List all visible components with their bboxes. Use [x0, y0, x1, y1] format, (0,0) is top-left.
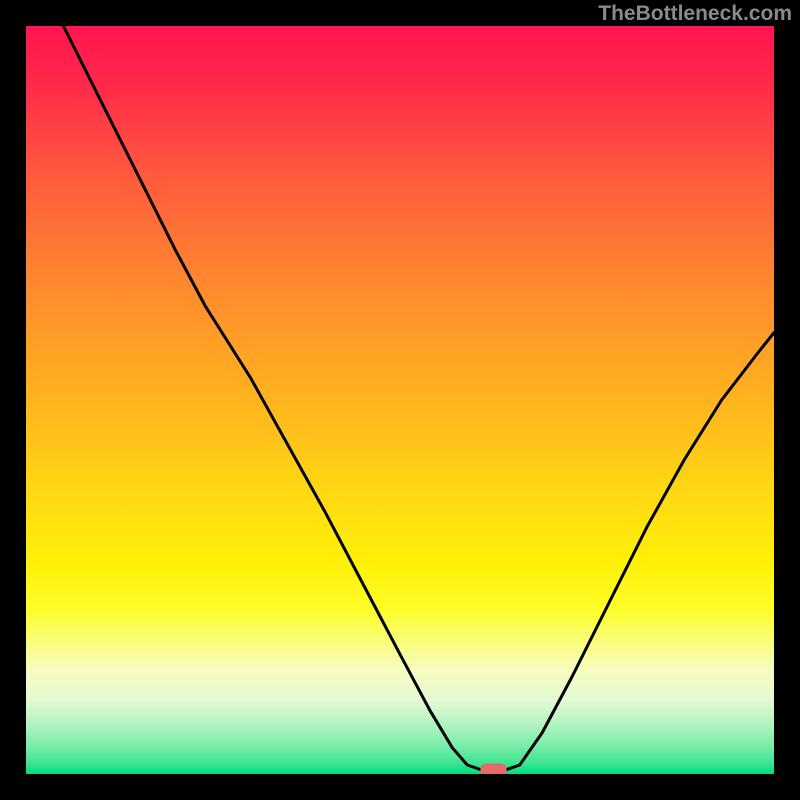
gradient-background: [26, 26, 774, 774]
watermark-text: TheBottleneck.com: [598, 2, 792, 26]
optimal-point-marker: [480, 764, 506, 774]
chart-container: TheBottleneck.com: [0, 0, 800, 800]
plot-area: [26, 26, 774, 774]
bottleneck-curve-chart: [26, 26, 774, 774]
